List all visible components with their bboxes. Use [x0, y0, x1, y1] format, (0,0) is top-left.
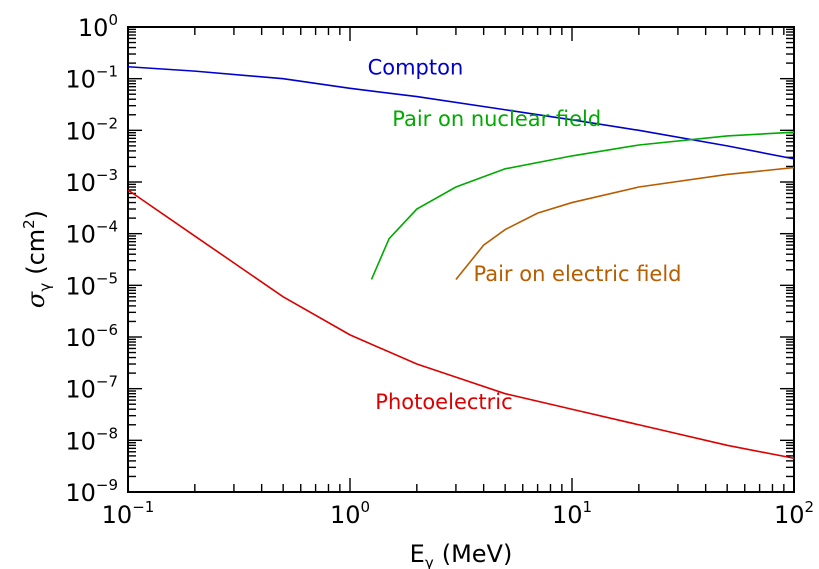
- compton-label: Compton: [368, 56, 464, 80]
- y-tick-label-base: 10: [65, 221, 96, 249]
- y-tick-label-exponent: −6: [96, 321, 118, 339]
- x-tick-label-base: 10: [102, 501, 133, 529]
- x-tick-label-base: 10: [552, 501, 583, 529]
- y-tick-label-base: 10: [65, 324, 96, 352]
- x-axis-title: Eγ (MeV): [410, 540, 513, 569]
- series-labels: Compton Pair on nuclear field Pair on elec…: [368, 56, 682, 415]
- axis-ticks: [127, 26, 795, 493]
- y-axis-unit-exponent: 2: [20, 219, 38, 229]
- y-tick-label-exponent: −3: [96, 166, 118, 184]
- x-tick-label: 10−1: [102, 498, 155, 529]
- x-tick-label-exponent: −1: [132, 498, 154, 516]
- y-tick-label: 10−7: [65, 373, 118, 404]
- y-tick-label-exponent: 0: [108, 11, 118, 29]
- y-tick-label: 10−2: [65, 114, 118, 145]
- y-tick-label-base: 10: [65, 169, 96, 197]
- y-tick-label: 10−4: [65, 218, 118, 249]
- x-tick-label: 102: [774, 498, 814, 529]
- tick-labels: 10−1 100 101 10210−910−810−710−610−510−410−…: [65, 11, 814, 529]
- pair-on-nuclear-field-curve: [370, 131, 795, 280]
- y-tick-label: 10−3: [65, 166, 118, 197]
- pair-on-electric-field-label: Pair on electric field: [473, 262, 681, 286]
- y-tick-label-base: 10: [65, 117, 96, 145]
- y-tick-label: 10−6: [65, 321, 118, 352]
- series-curves: [127, 65, 795, 460]
- plot-frame: [127, 26, 795, 493]
- y-tick-label-base: 10: [65, 376, 96, 404]
- y-tick-label-exponent: −7: [96, 373, 118, 391]
- x-tick-label-base: 10: [774, 501, 805, 529]
- y-axis-unit-prefix: (cm: [22, 229, 50, 275]
- compton-curve: [127, 65, 795, 160]
- y-tick-label: 10−8: [65, 424, 118, 455]
- x-tick-label: 101: [552, 498, 592, 529]
- y-tick-label-exponent: −5: [96, 269, 118, 287]
- y-tick-label-exponent: −2: [96, 114, 118, 132]
- y-tick-label-base: 10: [65, 479, 96, 507]
- y-tick-label: 100: [78, 11, 118, 42]
- y-tick-label: 10−9: [65, 476, 118, 507]
- y-tick-label-base: 10: [78, 14, 109, 42]
- x-tick-label-exponent: 2: [805, 498, 815, 516]
- y-tick-label: 10−5: [65, 269, 118, 300]
- y-axis-unit-suffix: ): [22, 210, 50, 219]
- y-tick-label-exponent: −1: [96, 63, 118, 81]
- x-tick-label-exponent: 0: [361, 498, 371, 516]
- x-tick-label-exponent: 1: [583, 498, 593, 516]
- y-axis-title: σγ (cm2): [20, 210, 54, 308]
- y-tick-label-base: 10: [65, 66, 96, 94]
- y-tick-label-base: 10: [65, 272, 96, 300]
- y-tick-label-exponent: −4: [96, 218, 118, 236]
- photoelectric-label: Photoelectric: [375, 390, 512, 414]
- y-tick-label-exponent: −8: [96, 424, 118, 442]
- y-axis-symbol: σ: [22, 291, 50, 308]
- x-axis-subscript: γ: [425, 554, 434, 569]
- y-tick-label-exponent: −9: [96, 476, 118, 494]
- pair-on-nuclear-field-label: Pair on nuclear field: [392, 107, 601, 131]
- y-tick-label-base: 10: [65, 427, 96, 455]
- x-axis-symbol: E: [410, 540, 425, 568]
- photoelectric-curve: [127, 189, 795, 460]
- y-axis-subscript: γ: [36, 283, 54, 292]
- x-axis-unit: (MeV): [442, 540, 513, 568]
- pair-on-electric-field-curve: [455, 166, 795, 280]
- y-tick-label: 10−1: [65, 63, 118, 94]
- x-tick-label-base: 10: [330, 501, 361, 529]
- x-tick-label: 100: [330, 498, 370, 529]
